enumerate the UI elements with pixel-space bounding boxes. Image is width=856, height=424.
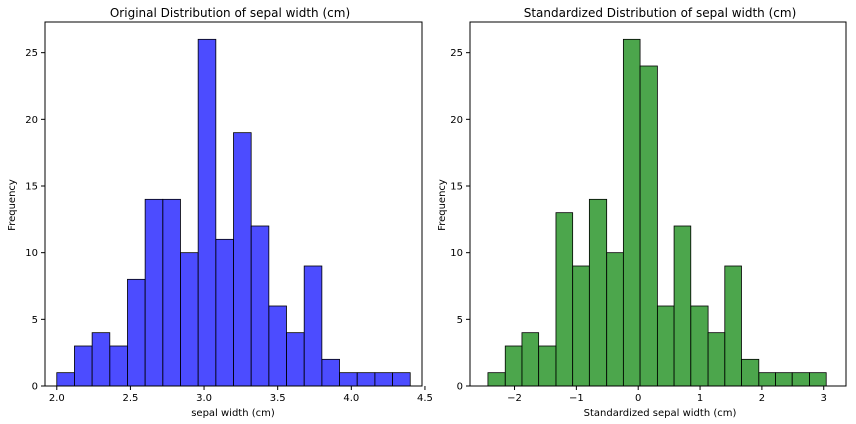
original-bar xyxy=(109,345,128,387)
original-bar xyxy=(144,198,164,387)
standardized-histogram-panel: Standardized Distribution of sepal width… xyxy=(437,6,847,419)
standardized-bar xyxy=(588,198,608,387)
standardized-bar xyxy=(538,345,557,387)
standardized-y-tick-label: 15 xyxy=(450,182,463,193)
original-bar xyxy=(374,372,393,387)
standardized-bar xyxy=(622,38,641,387)
original-y-tick-label: 10 xyxy=(25,248,38,259)
standardized-x-tick-label: 2 xyxy=(759,393,765,404)
original-bar xyxy=(339,372,358,387)
original-bar xyxy=(197,38,217,387)
standardized-bar xyxy=(487,372,506,387)
original-x-tick-label: 3.5 xyxy=(270,393,286,404)
original-x-ticks: 2.0 2.5 3.0 3.5 4.0 4.5 xyxy=(49,386,433,404)
standardized-bars xyxy=(487,38,827,387)
standardized-bar xyxy=(758,372,776,387)
original-x-tick-label: 2.5 xyxy=(122,393,138,404)
standardized-y-ticks: 0 5 10 15 20 25 xyxy=(450,48,470,393)
original-bars xyxy=(56,38,411,387)
standardized-bar xyxy=(791,372,810,387)
standardized-chart-title: Standardized Distribution of sepal width… xyxy=(524,6,797,20)
standardized-y-tick-label: 5 xyxy=(457,315,463,326)
original-bar xyxy=(392,372,411,387)
original-bar xyxy=(91,332,111,387)
original-bar xyxy=(180,252,199,387)
original-bar xyxy=(250,225,270,387)
standardized-bar xyxy=(673,225,692,387)
original-x-axis-label: sepal width (cm) xyxy=(191,408,275,419)
original-x-tick-label: 4.5 xyxy=(417,393,433,404)
standardized-bar xyxy=(775,372,793,387)
standardized-bar xyxy=(555,212,574,387)
standardized-y-tick-label: 25 xyxy=(450,48,463,59)
standardized-x-tick-label: −2 xyxy=(507,393,522,404)
original-bar xyxy=(233,132,252,387)
standardized-x-tick-label: 3 xyxy=(821,393,827,404)
original-bar xyxy=(215,238,234,387)
original-bar xyxy=(56,372,75,387)
original-histogram-panel: Original Distribution of sepal width (cm… xyxy=(7,6,433,419)
original-bar xyxy=(74,345,93,387)
original-y-axis-label: Frequency xyxy=(7,179,18,231)
standardized-bar xyxy=(809,372,827,387)
original-plot-frame xyxy=(44,21,423,387)
original-bar xyxy=(127,278,146,387)
original-x-tick-label: 4.0 xyxy=(343,393,359,404)
standardized-y-tick-label: 20 xyxy=(450,115,463,126)
standardized-x-tick-label: −1 xyxy=(569,393,584,404)
original-bar xyxy=(286,332,305,387)
original-y-tick-label: 0 xyxy=(32,382,38,393)
standardized-bar xyxy=(707,332,726,387)
original-x-tick-label: 3.0 xyxy=(196,393,212,404)
standardized-x-tick-label: 0 xyxy=(635,393,641,404)
original-bar xyxy=(356,372,376,387)
original-y-tick-label: 20 xyxy=(25,115,38,126)
standardized-bar xyxy=(639,65,658,387)
standardized-x-axis-label: Standardized sepal width (cm) xyxy=(584,408,737,419)
standardized-bar xyxy=(724,265,742,387)
original-y-ticks: 0 5 10 15 20 25 xyxy=(25,48,45,393)
standardized-y-tick-label: 10 xyxy=(450,248,463,259)
standardized-y-axis-label: Frequency xyxy=(437,179,448,231)
original-x-tick-label: 2.0 xyxy=(49,393,65,404)
standardized-bar xyxy=(690,305,709,387)
original-y-tick-label: 25 xyxy=(25,48,38,59)
standardized-bar xyxy=(656,305,675,387)
standardized-bar xyxy=(504,345,523,387)
standardized-bar xyxy=(521,332,540,387)
original-bar xyxy=(303,265,323,387)
original-chart-title: Original Distribution of sepal width (cm… xyxy=(110,6,350,20)
standardized-bar xyxy=(741,358,760,387)
standardized-y-tick-label: 0 xyxy=(457,382,463,393)
original-y-tick-label: 5 xyxy=(32,315,38,326)
standardized-plot-frame xyxy=(469,21,847,387)
original-y-tick-label: 15 xyxy=(25,182,38,193)
standardized-bar xyxy=(572,265,590,387)
standardized-x-ticks: −2 −1 0 1 2 3 xyxy=(507,386,827,404)
standardized-bar xyxy=(606,252,624,387)
original-bar xyxy=(162,198,181,387)
standardized-x-tick-label: 1 xyxy=(697,393,703,404)
original-bar xyxy=(268,305,287,387)
original-bar xyxy=(321,358,340,387)
